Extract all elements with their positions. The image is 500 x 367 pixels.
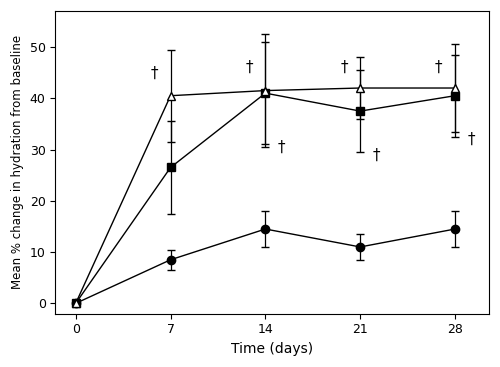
Text: †: † — [278, 140, 285, 155]
Y-axis label: Mean % change in hydration from baseline: Mean % change in hydration from baseline — [11, 35, 24, 290]
Text: †: † — [468, 132, 475, 147]
Text: †: † — [372, 148, 380, 162]
Text: †: † — [246, 60, 253, 75]
Text: †: † — [340, 60, 347, 75]
X-axis label: Time (days): Time (days) — [231, 342, 313, 356]
Text: †: † — [435, 60, 442, 75]
Text: †: † — [150, 65, 158, 80]
